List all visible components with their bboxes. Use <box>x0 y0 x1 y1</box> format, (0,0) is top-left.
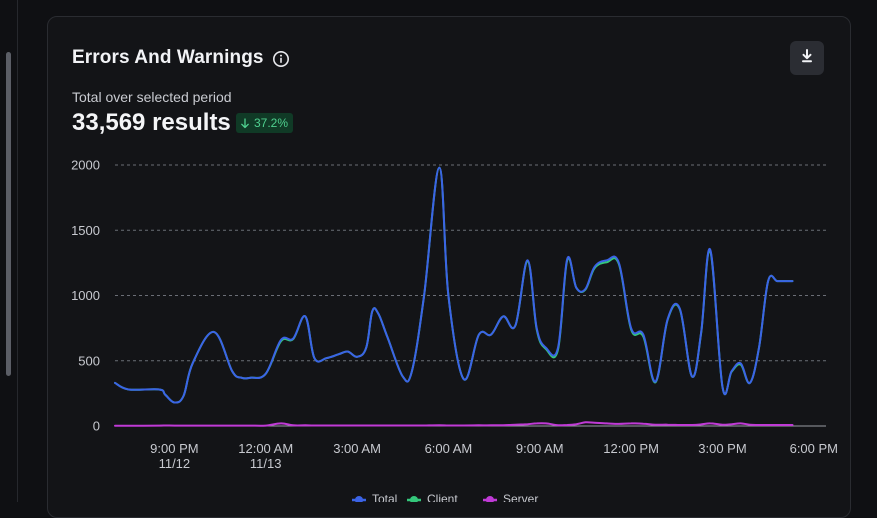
legend-marker-server <box>486 496 494 502</box>
x-tick-sublabel: 11/12 <box>159 456 191 471</box>
x-tick-label: 9:00 PM <box>150 441 198 456</box>
page-scrollbar[interactable] <box>0 0 14 502</box>
legend-marker-client <box>410 496 418 502</box>
series-line-server <box>114 421 794 427</box>
series-line-client <box>114 166 794 404</box>
y-tick-label: 0 <box>93 419 100 434</box>
change-value: 37.2% <box>254 116 289 130</box>
legend-marker-total <box>355 496 363 502</box>
arrow-down-icon <box>240 117 250 129</box>
x-tick-label: 12:00 PM <box>603 441 659 456</box>
legend-label-server: Server <box>503 492 538 502</box>
x-tick-label: 9:00 AM <box>516 441 564 456</box>
y-tick-label: 1000 <box>71 288 100 303</box>
download-icon <box>800 48 814 68</box>
period-subtitle: Total over selected period <box>72 89 232 105</box>
x-tick-label: 3:00 AM <box>333 441 381 456</box>
x-tick-label: 6:00 PM <box>790 441 838 456</box>
x-tick-label: 6:00 AM <box>425 441 473 456</box>
errors-warnings-card: Errors And Warnings Total over selected … <box>47 16 851 518</box>
x-tick-label: 12:00 AM <box>238 441 293 456</box>
download-button[interactable] <box>790 41 824 75</box>
legend-label-total: Total <box>372 492 397 502</box>
x-tick-label: 3:00 PM <box>698 441 746 456</box>
sidebar-divider <box>17 0 18 502</box>
y-tick-label: 500 <box>78 353 100 368</box>
y-tick-label: 1500 <box>71 223 100 238</box>
card-title: Errors And Warnings <box>72 47 264 68</box>
info-icon[interactable] <box>272 50 290 68</box>
series-line-total <box>114 166 794 404</box>
legend-label-client: Client <box>427 492 458 502</box>
scrollbar-thumb[interactable] <box>6 52 11 376</box>
change-badge: 37.2% <box>236 113 294 133</box>
total-results: 33,569 results <box>72 109 231 136</box>
y-tick-label: 2000 <box>71 158 100 173</box>
x-tick-sublabel: 11/13 <box>250 456 282 471</box>
